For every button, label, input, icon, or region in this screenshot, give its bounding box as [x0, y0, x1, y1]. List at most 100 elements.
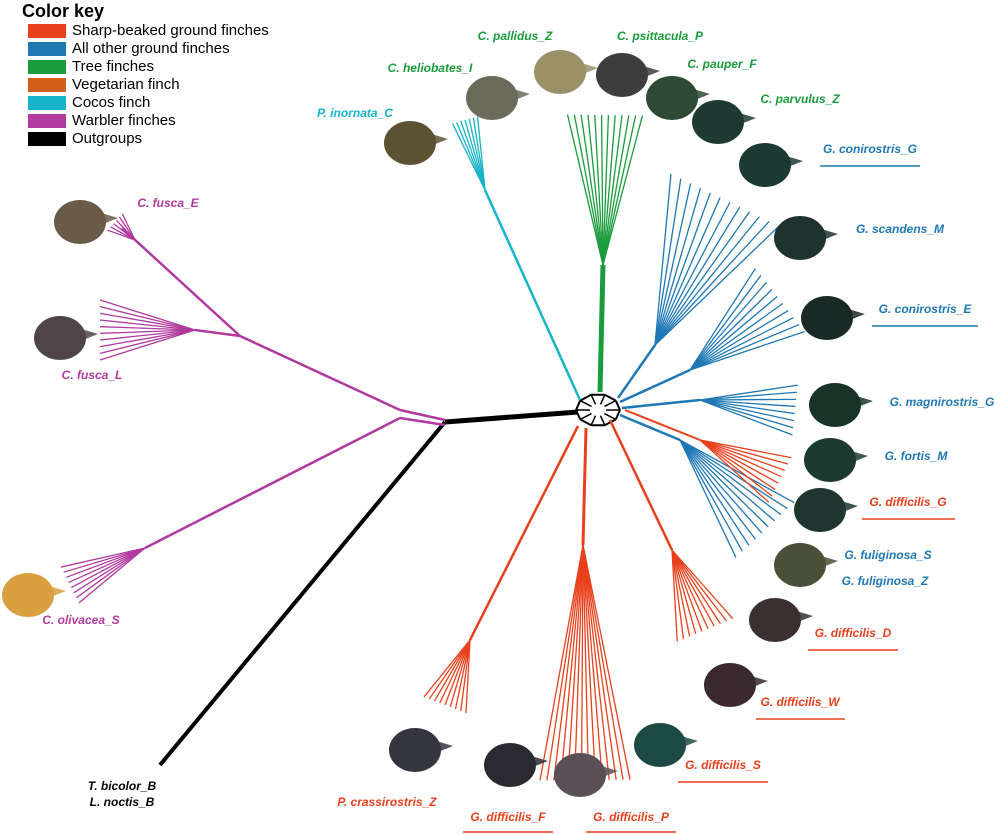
branch: [99, 329, 196, 334]
branch: [699, 439, 782, 478]
taxon-label: P. crassirostris_Z: [337, 795, 437, 809]
branch: [107, 229, 136, 241]
legend-label: Cocos finch: [72, 94, 150, 111]
branch: [423, 639, 471, 698]
taxon-label: C. heliobates_I: [388, 61, 473, 75]
bird-beak: [818, 555, 838, 569]
taxon-label: G. difficilis_F: [470, 810, 546, 824]
bird-head: [646, 76, 698, 120]
branch: [582, 544, 603, 780]
branch: [582, 544, 597, 780]
bird-head: [484, 743, 536, 787]
branch: [602, 115, 630, 266]
branch: [118, 216, 136, 241]
branch: [566, 114, 604, 266]
branch: [580, 114, 604, 266]
bird-beak: [598, 765, 618, 779]
branch: [399, 408, 446, 422]
taxon-label: G. difficilis_W: [760, 695, 841, 709]
bird-head: [389, 728, 441, 772]
branch: [144, 416, 401, 550]
branch: [99, 312, 196, 331]
branch: [619, 413, 681, 442]
branch: [689, 282, 767, 371]
taxon-label: C. parvulus_Z: [760, 92, 840, 106]
branch: [121, 213, 136, 241]
bird-head: [534, 50, 586, 94]
taxon-label: G. difficilis_G: [869, 495, 946, 509]
branch: [679, 439, 776, 522]
branch: [73, 547, 146, 594]
branch: [699, 439, 773, 497]
legend-label: Warbler finches: [72, 112, 176, 129]
branch: [604, 399, 617, 408]
branch: [567, 544, 584, 781]
branch: [99, 329, 196, 361]
bird-beak: [736, 112, 756, 126]
bird-beak: [640, 65, 660, 79]
bird-images: [2, 50, 873, 797]
branch: [654, 183, 692, 346]
legend-swatch: [28, 114, 66, 128]
legend-label: Vegetarian finch: [72, 76, 180, 93]
bird-beak: [678, 735, 698, 749]
branch: [600, 114, 604, 266]
taxon-label: C. psittacula_P: [617, 29, 704, 43]
branch: [602, 115, 637, 266]
branch: [671, 549, 685, 639]
underlines: [463, 165, 978, 833]
bird-beak: [46, 585, 66, 599]
branch: [699, 439, 786, 472]
bird-beak: [748, 675, 768, 689]
branch: [654, 187, 702, 346]
branch: [399, 416, 446, 427]
bird-head: [804, 438, 856, 482]
branch: [689, 330, 805, 371]
branch: [689, 275, 762, 371]
legend-label: Tree finches: [72, 58, 154, 75]
branch: [597, 264, 606, 393]
branch: [560, 544, 584, 781]
branch: [433, 639, 471, 702]
branch: [582, 544, 624, 780]
legend-label: Outgroups: [72, 130, 142, 147]
branch: [699, 399, 795, 422]
branch: [624, 409, 701, 441]
branch: [689, 302, 784, 371]
bird-head: [749, 598, 801, 642]
branch: [590, 415, 597, 426]
taxon-label: C. pauper_F: [687, 57, 757, 71]
bird-beak: [818, 228, 838, 242]
branch: [619, 368, 691, 404]
bird-beak: [578, 62, 598, 76]
taxon-label: T. bicolor_B: [88, 779, 157, 793]
branch: [539, 544, 584, 781]
branch: [70, 547, 146, 589]
branch: [654, 220, 770, 346]
bird-beak: [690, 88, 710, 102]
branch: [602, 115, 623, 266]
legend-swatch: [28, 60, 66, 74]
branch: [468, 425, 580, 641]
bird-beak: [528, 755, 548, 769]
branch: [582, 544, 617, 780]
branch: [599, 394, 606, 405]
taxon-label: G. fuliginosa_Z: [842, 574, 929, 588]
bird-head: [34, 316, 86, 360]
legend-swatch: [28, 96, 66, 110]
bird-head: [384, 121, 436, 165]
branch: [590, 394, 597, 405]
bird-head: [2, 573, 54, 617]
bird-head: [634, 723, 686, 767]
bird-beak: [853, 395, 873, 409]
branch: [679, 439, 782, 516]
legend-swatch: [28, 132, 66, 146]
taxon-label: G. conirostris_E: [879, 302, 973, 316]
branch: [113, 223, 136, 241]
branch: [671, 549, 734, 619]
branch: [679, 439, 737, 558]
branch: [654, 192, 711, 346]
branch: [699, 439, 779, 484]
branch: [476, 116, 486, 191]
branch: [671, 549, 728, 622]
